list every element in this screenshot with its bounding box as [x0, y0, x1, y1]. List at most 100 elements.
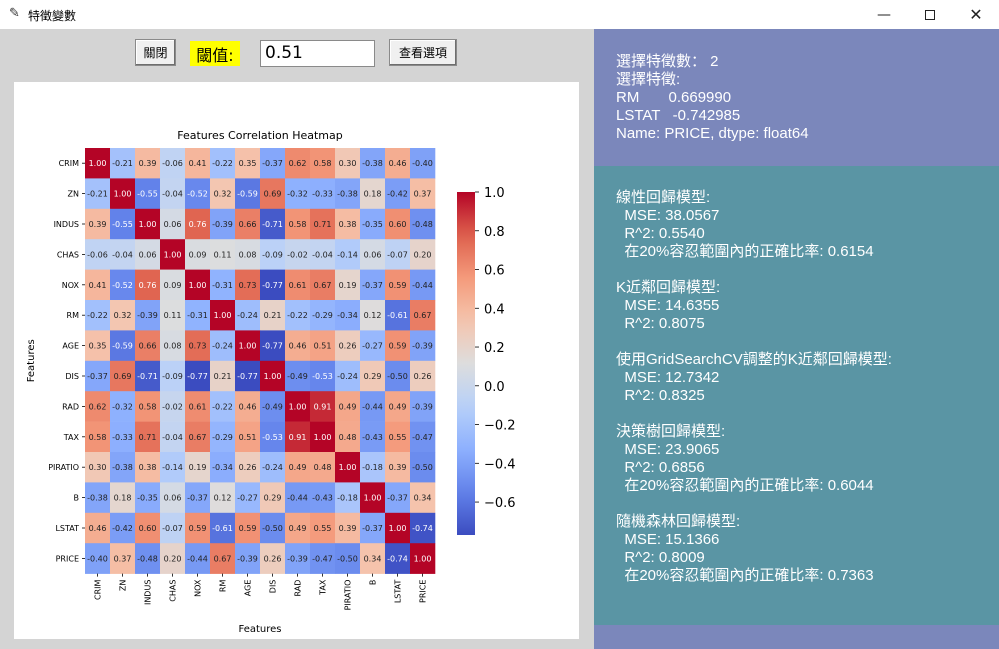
cell-value-label: 0.06	[164, 220, 182, 229]
cell-value-label: -0.39	[237, 554, 258, 563]
x-tick-label: ZN	[119, 580, 128, 591]
selected-feature-row: LSTAT -0.742985	[616, 107, 741, 124]
cell-value-label: -0.53	[262, 433, 283, 442]
threshold-input[interactable]: 0.51	[260, 40, 375, 67]
model-name: K近鄰回歸模型:	[616, 279, 721, 296]
x-tick-label: PIRATIO	[344, 580, 353, 611]
cell-value-label: -0.22	[87, 311, 108, 320]
y-tick-label: RAD	[62, 402, 79, 411]
y-tick-label: DIS	[65, 372, 79, 381]
heatmap-cell	[210, 239, 236, 270]
heatmap-cell	[185, 452, 211, 483]
cell-value-label: -0.55	[112, 220, 133, 229]
cell-value-label: 0.73	[189, 342, 207, 351]
cell-value-label: 0.08	[164, 342, 182, 351]
close-icon[interactable]: ✕	[969, 5, 983, 24]
cell-value-label: 1.00	[289, 402, 307, 411]
x-tick-label: CHAS	[169, 580, 178, 602]
heatmap-cell	[385, 391, 411, 422]
heatmap-cell	[285, 269, 311, 301]
cell-value-label: 0.71	[139, 433, 157, 442]
cell-value-label: -0.53	[312, 372, 333, 381]
heatmap-cell	[410, 360, 436, 392]
cell-value-label: 0.51	[239, 433, 257, 442]
model-name: 線性回歸模型:	[616, 189, 711, 206]
cell-value-label: 1.00	[164, 250, 182, 259]
x-tick-label: B	[369, 580, 378, 586]
cell-value-label: 0.26	[239, 463, 257, 472]
heatmap-cell	[160, 208, 186, 240]
heatmap-cell	[110, 239, 136, 270]
heatmap-cell	[110, 360, 136, 392]
cell-value-label: 0.61	[289, 281, 307, 290]
heatmap-cell	[360, 482, 386, 514]
minimize-icon[interactable]: —	[877, 6, 891, 23]
cell-value-label: 0.19	[189, 463, 207, 472]
heatmap-cell	[160, 512, 186, 544]
cell-value-label: -0.38	[87, 494, 108, 503]
heatmap-cell	[385, 543, 411, 574]
cell-value-label: 0.08	[239, 250, 257, 259]
colorbar-tick-label: −0.6	[484, 496, 516, 511]
cell-value-label: -0.77	[187, 372, 208, 381]
maximize-icon[interactable]	[907, 0, 953, 29]
cell-value-label: 0.34	[364, 554, 382, 563]
cell-value-label: 0.49	[289, 524, 307, 533]
heatmap-cell	[110, 178, 136, 210]
cell-value-label: 1.00	[114, 190, 132, 199]
heatmap-cell	[335, 360, 361, 392]
cell-value-label: 0.62	[289, 159, 307, 168]
heatmap-cell	[160, 148, 186, 179]
cell-value-label: -0.07	[387, 250, 408, 259]
heatmap-cell	[235, 421, 261, 453]
cell-value-label: 0.67	[314, 281, 332, 290]
cell-value-label: -0.21	[112, 159, 133, 168]
cell-value-label: -0.52	[187, 190, 208, 199]
cell-value-label: -0.24	[212, 342, 233, 351]
cell-value-label: -0.09	[262, 250, 283, 259]
model-metric: R^2: 0.6856	[616, 459, 705, 476]
cell-value-label: 0.20	[164, 554, 182, 563]
heatmap-cell	[185, 208, 211, 240]
heatmap-cell	[285, 178, 311, 210]
heatmap-cell	[235, 300, 261, 331]
heatmap-cell	[160, 269, 186, 301]
cell-value-label: 0.32	[214, 190, 232, 199]
close-button[interactable]: 關閉	[135, 39, 176, 66]
view-options-button[interactable]: 查看選項	[389, 39, 457, 66]
heatmap-cell	[235, 269, 261, 301]
heatmap-cell	[110, 148, 136, 179]
cell-value-label: -0.04	[162, 433, 183, 442]
cell-value-label: 0.62	[89, 402, 107, 411]
title-bar: ✎ 特徵變數 — ✕	[0, 0, 999, 29]
heatmap-cell	[285, 421, 311, 453]
model-metric: R^2: 0.8325	[616, 387, 705, 404]
heatmap-cell	[385, 148, 411, 179]
selection-panel: 選擇特徵數： 2 選擇特徵: RM 0.669990 LSTAT -0.7429…	[594, 29, 999, 166]
cell-value-label: -0.24	[262, 463, 283, 472]
heatmap-cell	[135, 330, 161, 362]
heatmap-cell	[235, 482, 261, 514]
cell-value-label: 0.49	[389, 402, 407, 411]
cell-value-label: -0.04	[312, 250, 333, 259]
model-results-panel: 線性回歸模型: MSE: 38.0567 R^2: 0.5540 在20%容忍範…	[594, 166, 999, 625]
heatmap-cell	[160, 360, 186, 392]
cell-value-label: -0.71	[262, 220, 283, 229]
heatmap-cell	[85, 148, 111, 179]
cell-value-label: -0.35	[137, 494, 158, 503]
cell-value-label: -0.34	[337, 311, 358, 320]
cell-value-label: 0.21	[264, 311, 282, 320]
cell-value-label: 0.48	[339, 433, 357, 442]
cell-value-label: -0.42	[387, 190, 408, 199]
heatmap-cell	[335, 239, 361, 270]
y-tick-label: PIRATIO	[48, 463, 79, 472]
heatmap-cell	[335, 208, 361, 240]
cell-value-label: -0.43	[362, 433, 383, 442]
heatmap-cell	[260, 148, 286, 179]
cell-value-label: -0.22	[212, 159, 233, 168]
heatmap-cell	[385, 360, 411, 392]
x-tick-label: NOX	[194, 579, 203, 597]
heatmap-cell	[235, 360, 261, 392]
heatmap-cell	[335, 300, 361, 331]
cell-value-label: 0.20	[414, 250, 432, 259]
